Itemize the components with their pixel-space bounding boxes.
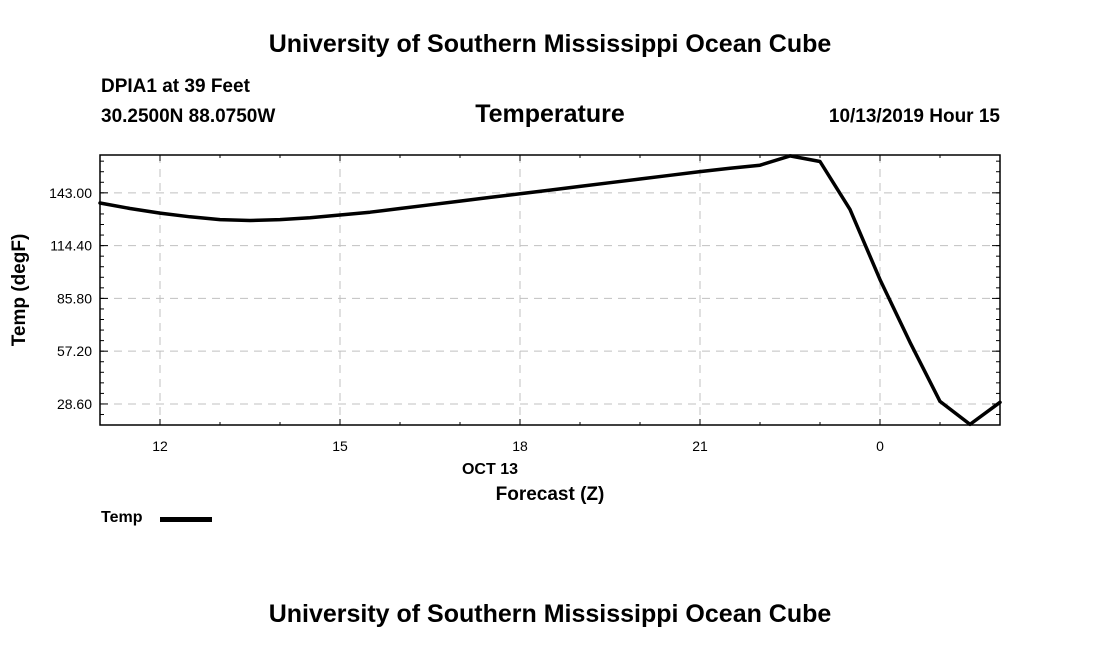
y-tick-label: 143.00 (49, 185, 92, 201)
y-tick-label: 85.80 (57, 290, 92, 306)
x-axis-date-label: OCT 13 (462, 461, 518, 478)
x-tick-label: 18 (512, 438, 528, 454)
y-tick-label: 57.20 (57, 343, 92, 359)
x-tick-label: 15 (332, 438, 348, 454)
footer-title: University of Southern Mississippi Ocean… (268, 600, 832, 628)
datetime-label: 10/13/2019 Hour 15 (828, 106, 1000, 127)
station-label: DPIA1 at 39 Feet (101, 76, 250, 97)
y-tick-label: 28.60 (57, 396, 92, 412)
series-layer (98, 154, 1002, 427)
page-title: University of Southern Mississippi Ocean… (268, 30, 832, 58)
coordinates-label: 30.2500N 88.0750W (101, 106, 276, 127)
x-tick-label: 0 (876, 438, 884, 454)
x-tick-label: 12 (152, 438, 168, 454)
y-tick-label: 114.40 (50, 238, 92, 254)
legend-label: Temp (101, 509, 143, 526)
tick-labels: 12 15 18 21 0 28.60 57.20 85.80 114.40 143.00 (49, 185, 884, 454)
y-axis-title: Temp (degF) (9, 234, 30, 347)
minor-ticks (99, 155, 1001, 425)
plot-frame (99, 154, 1001, 426)
series-line-temp (98, 154, 1002, 427)
chart-title: Temperature (475, 100, 625, 128)
x-axis-title: Forecast (Z) (496, 484, 605, 505)
x-tick-label: 21 (692, 438, 708, 454)
legend-swatch (160, 517, 212, 522)
grid-lines (100, 155, 1000, 425)
